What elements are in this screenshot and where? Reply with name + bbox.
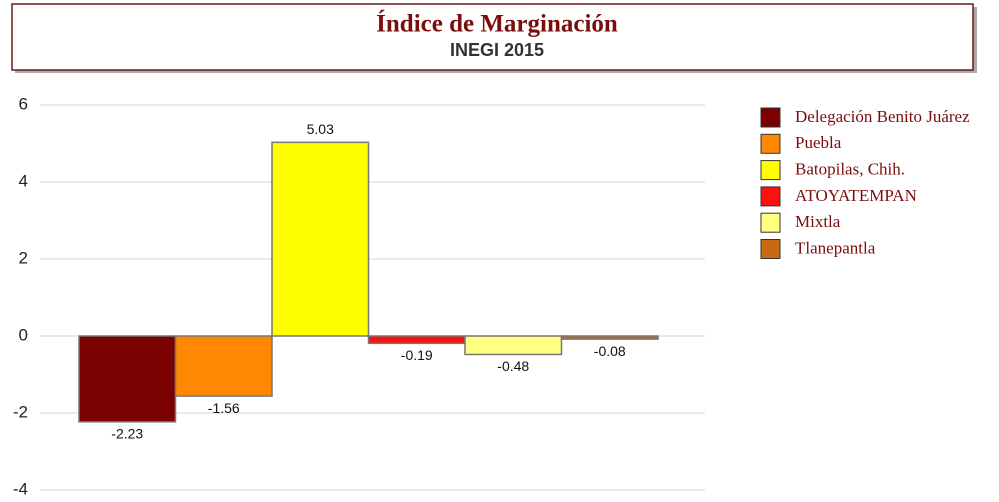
legend-swatch	[760, 133, 781, 154]
bar	[271, 141, 370, 337]
legend-label: Delegación Benito Juárez	[795, 107, 970, 126]
chart-subtitle: INEGI 2015	[450, 40, 544, 60]
value-label: -2.23	[111, 426, 143, 442]
bar	[78, 335, 177, 423]
value-label: -0.48	[497, 358, 529, 374]
bar	[367, 335, 466, 345]
y-tick-label: 0	[19, 325, 28, 344]
y-tick-label: -2	[13, 402, 28, 421]
legend-swatch	[760, 160, 781, 181]
value-label: -1.56	[208, 400, 240, 416]
bar	[560, 335, 659, 340]
bar	[464, 335, 563, 356]
bar	[174, 335, 273, 397]
value-label: -0.19	[401, 347, 433, 363]
legend-swatch	[760, 212, 781, 233]
y-tick-label: -4	[13, 479, 28, 498]
y-tick-label: 4	[19, 171, 28, 190]
y-tick-label: 6	[19, 94, 28, 113]
chart-title: Índice de Marginación	[376, 10, 618, 38]
y-tick-label: 2	[19, 248, 28, 267]
legend-swatch	[760, 186, 781, 207]
legend-label: Mixtla	[795, 212, 841, 231]
legend-label: Batopilas, Chih.	[795, 160, 905, 179]
value-label: -0.08	[594, 343, 626, 359]
legend-swatch	[760, 107, 781, 128]
value-label: 5.03	[307, 121, 334, 137]
legend-label: Puebla	[795, 133, 842, 152]
legend-swatch	[760, 239, 781, 259]
legend-label: ATOYATEMPAN	[795, 186, 917, 205]
legend-label: Tlanepantla	[795, 238, 876, 257]
title-box	[11, 3, 974, 71]
